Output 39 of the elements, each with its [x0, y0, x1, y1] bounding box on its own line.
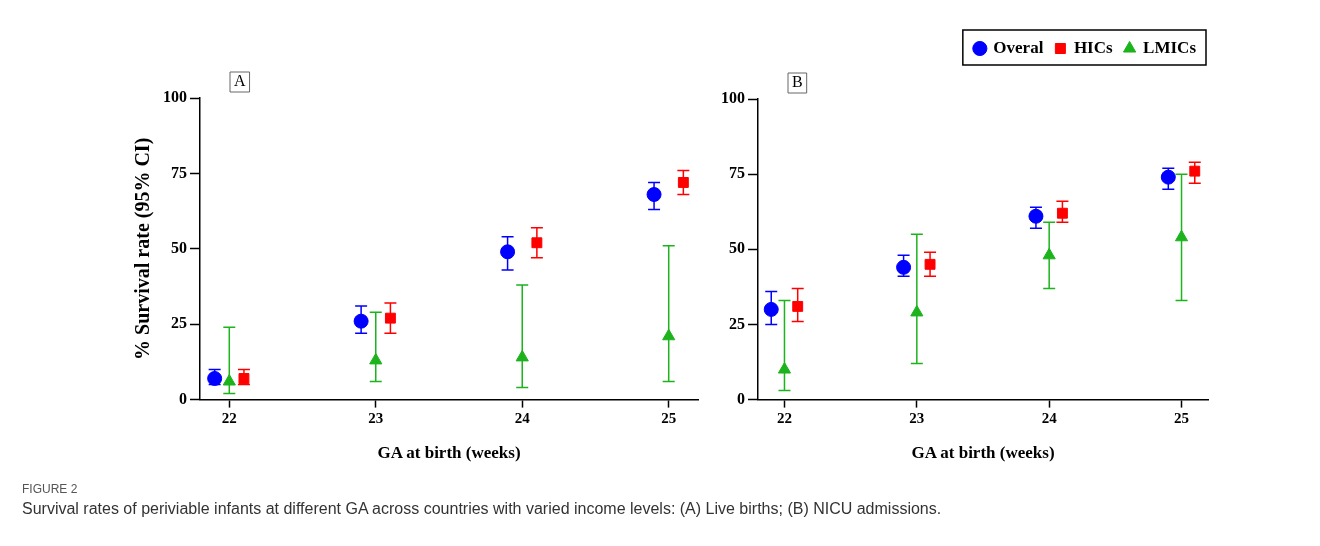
- text: Survival rates of periviable infants at different GA across countries with varied income levels: (A) Live births; (B) NICU admissions.: [21, 500, 943, 518]
- y-tick-label: 0: [179, 389, 187, 407]
- point: [677, 177, 689, 188]
- y-tick-label: 100: [721, 89, 745, 107]
- x-tick-label: 22: [221, 410, 237, 427]
- point: [924, 258, 936, 270]
- legend-label: Overal: [993, 37, 1044, 57]
- point: [384, 312, 396, 324]
- point: [896, 259, 912, 275]
- text: A: [234, 72, 246, 90]
- point: [1056, 207, 1068, 219]
- legend-label: HICs: [1073, 37, 1113, 57]
- x-axis-title: GA at birth (weeks): [377, 443, 521, 463]
- y-tick-label: 50: [729, 239, 745, 257]
- x-tick-label: 23: [368, 410, 384, 427]
- x-tick-label: 25: [1174, 410, 1190, 427]
- y-tick-label: 25: [729, 314, 745, 332]
- point: [222, 374, 236, 386]
- caption: FIGURE 2: [21, 482, 79, 496]
- y-tick-label: 0: [737, 389, 745, 407]
- y-tick-label: 50: [171, 238, 187, 256]
- x-tick-label: 24: [1041, 410, 1058, 427]
- x-axis-title: GA at birth (weeks): [911, 443, 1055, 463]
- point: [777, 362, 792, 374]
- point: [500, 244, 516, 260]
- x-tick-label: 22: [776, 410, 792, 427]
- point: [238, 373, 250, 384]
- y-tick-label: 25: [171, 314, 187, 332]
- y-tick-label: 75: [171, 163, 187, 181]
- legend-label: LMICs: [1143, 37, 1197, 57]
- y-tick-label: 75: [729, 164, 745, 182]
- point: [1160, 169, 1176, 185]
- y-tick-label: 100: [163, 88, 187, 106]
- x-tick-label: 25: [661, 410, 677, 427]
- y-axis-title: % Survival rate (95% CI): [131, 137, 155, 360]
- x-tick-label: 23: [909, 410, 925, 427]
- point: [792, 300, 804, 312]
- text: B: [792, 73, 803, 91]
- x-tick-label: 24: [514, 410, 531, 427]
